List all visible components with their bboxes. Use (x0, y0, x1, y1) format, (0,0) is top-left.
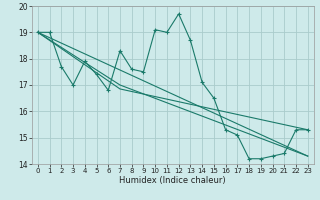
X-axis label: Humidex (Indice chaleur): Humidex (Indice chaleur) (119, 176, 226, 185)
